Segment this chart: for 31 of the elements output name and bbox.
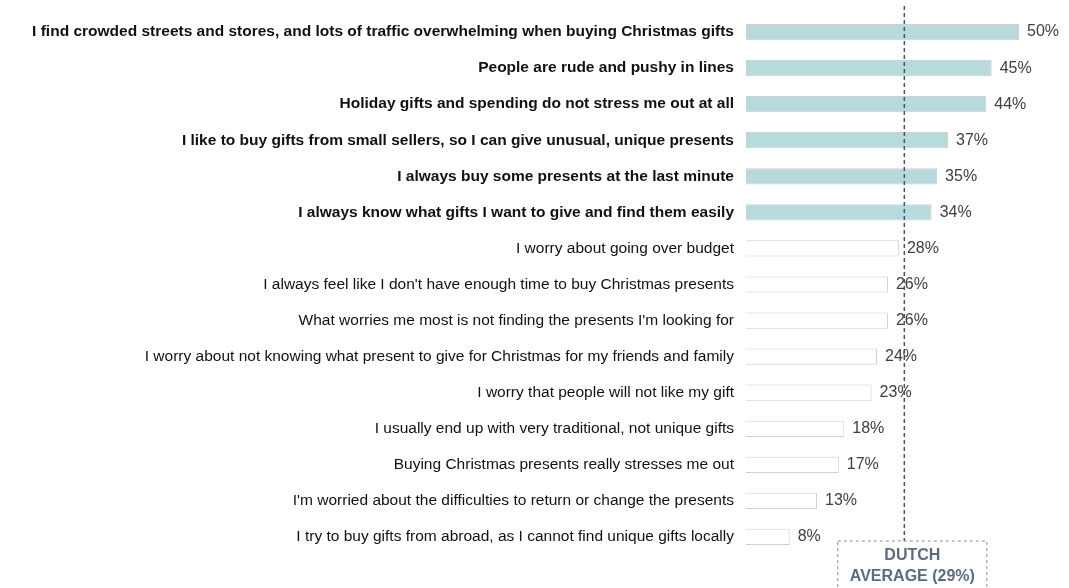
y-tick-label: I always buy some presents at the last minute — [397, 166, 735, 184]
data-label: 34% — [939, 202, 972, 220]
data-label: 8% — [797, 527, 821, 545]
y-tick-label: I worry about not knowing what present to give for Christmas for my friends and family — [144, 346, 735, 364]
data-label: 28% — [906, 238, 939, 256]
data-label: 45% — [999, 58, 1032, 76]
y-tick-label: I worry that people will not like my gift — [477, 382, 735, 400]
data-label: 26% — [895, 274, 928, 292]
y-tick-label: I always know what gifts I want to give and find them easily — [298, 202, 735, 220]
y-tick-label: People are rude and pushy in lines — [478, 58, 734, 76]
y-tick-label: I usually end up with very traditional, not unique gifts — [374, 419, 735, 437]
y-tick-label: What worries me most is not finding the presents I'm looking for — [298, 310, 734, 328]
data-label: 44% — [994, 94, 1027, 112]
y-tick-label: I worry about going over budget — [516, 238, 735, 256]
data-label: 13% — [824, 491, 858, 509]
y-tick-label: I always feel like I don't have enough time to buy Christmas presents — [263, 274, 735, 292]
y-tick-label: I'm worried about the difficulties to return or change the presents — [292, 491, 735, 509]
data-label: 23% — [879, 383, 912, 401]
y-tick-label: Holiday gifts and spending do not stress me out at all — [339, 94, 734, 112]
data-label: 37% — [956, 130, 989, 148]
y-tick-label: I like to buy gifts from small sellers, so I can give unusual, unique presents — [181, 130, 734, 148]
data-label: 35% — [945, 166, 978, 184]
data-label: 17% — [846, 455, 879, 473]
data-label: 50% — [1027, 22, 1060, 40]
y-tick-label: I find crowded streets and stores, and lots of traffic overwhelming when buying Christmas gifts — [32, 22, 734, 40]
ref-line-label: DUTCH AVERAGE (29%) — [849, 546, 975, 585]
y-tick-label: Buying Christmas presents really stresses me out — [393, 455, 735, 473]
data-label: 24% — [885, 347, 918, 365]
data-label: 26% — [895, 310, 928, 328]
data-label: 18% — [852, 419, 885, 437]
y-tick-label: I try to buy gifts from abroad, as I cannot find unique gifts locally — [296, 527, 735, 545]
